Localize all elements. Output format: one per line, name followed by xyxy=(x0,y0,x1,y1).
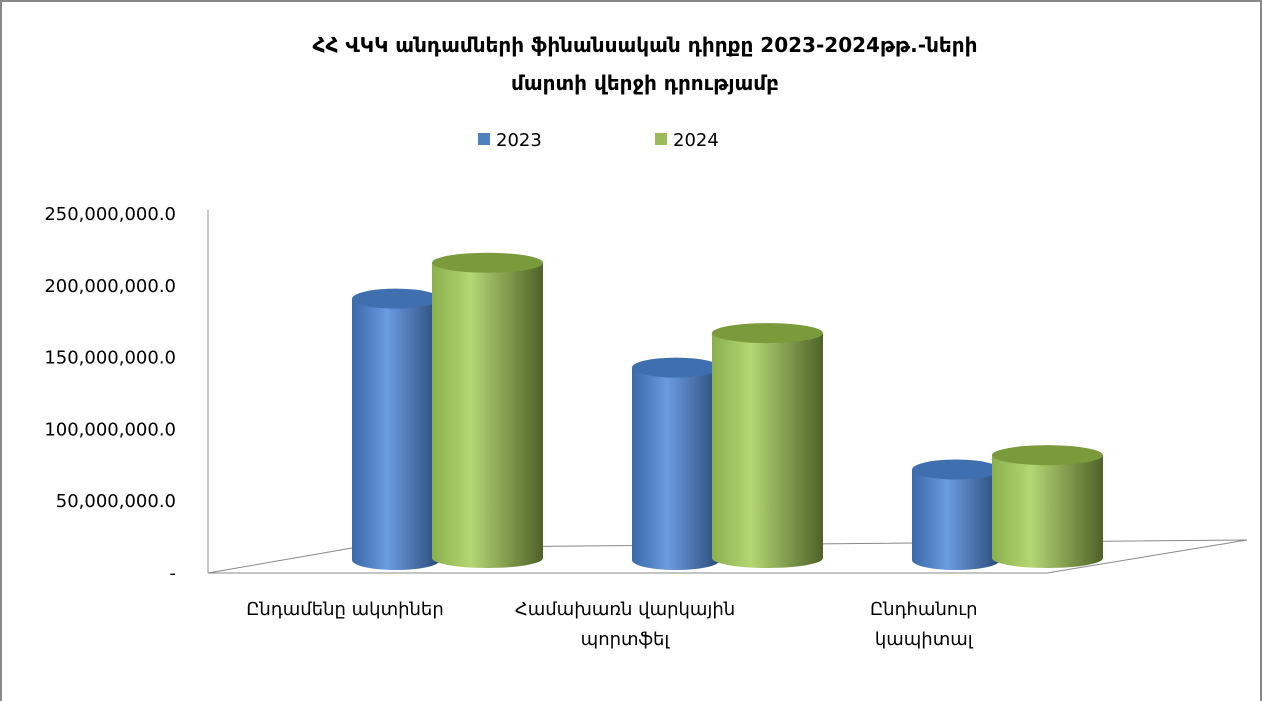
bar-top xyxy=(352,288,440,309)
bar-top xyxy=(712,323,823,344)
bar-top xyxy=(432,252,543,273)
chart-title: մարտի վերջի դրությամբ xyxy=(511,71,779,95)
x-tick-label: Համախառն վարկային պորտֆել xyxy=(514,599,736,650)
x-tick-label: Ընդհանուր կապիտալ xyxy=(870,599,978,650)
y-tick-label: 100,000,000.0 xyxy=(44,419,176,440)
chart-title: ՀՀ ՎԿԿ անդամների ֆինանսական դիրքը 2023-2… xyxy=(313,33,978,57)
bar-top xyxy=(632,357,720,378)
y-tick-label: 50,000,000.0 xyxy=(56,491,176,512)
legend-swatch xyxy=(478,133,490,145)
bar xyxy=(992,455,1103,568)
y-tick-label: - xyxy=(170,563,177,584)
legend-label: 2024 xyxy=(673,130,719,151)
y-tick-label: 150,000,000.0 xyxy=(44,348,176,369)
floor xyxy=(207,539,1248,574)
legend-label: 2023 xyxy=(496,130,542,151)
x-tick-label: Ընդամենը ակտիներ xyxy=(246,599,444,620)
y-tick-label: 200,000,000.0 xyxy=(44,276,176,297)
bar xyxy=(632,367,720,570)
bar xyxy=(352,298,440,570)
bar xyxy=(912,469,1000,570)
bar xyxy=(712,333,823,568)
legend-swatch xyxy=(655,133,667,145)
bar xyxy=(432,262,543,568)
y-tick-label: 250,000,000.0 xyxy=(44,204,176,225)
bar-top xyxy=(912,459,1000,480)
bar-top xyxy=(992,445,1103,466)
